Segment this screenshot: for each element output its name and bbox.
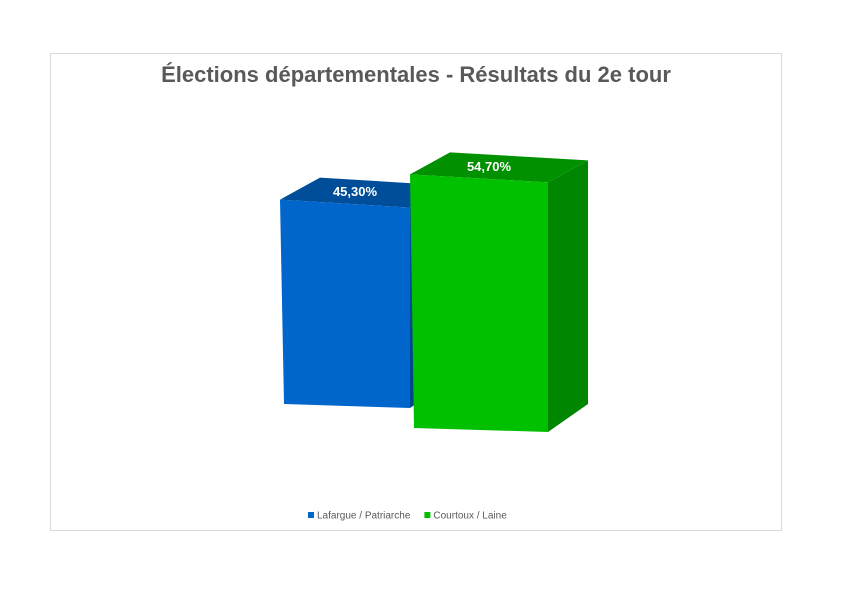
bar-top — [410, 152, 588, 183]
bar-top — [280, 177, 450, 208]
legend-swatch — [424, 512, 431, 518]
data-label: 45,30% — [333, 184, 378, 199]
bar — [410, 174, 548, 432]
legend-label: Courtoux / Laine — [433, 511, 507, 522]
bar — [280, 199, 410, 408]
legend-swatch — [308, 512, 314, 518]
data-label: 54,70% — [467, 159, 512, 174]
chart-title: Élections départementales - Résultats du… — [161, 62, 671, 87]
legend-label: Lafargue / Patriarche — [317, 511, 411, 522]
bar-side — [548, 160, 588, 432]
